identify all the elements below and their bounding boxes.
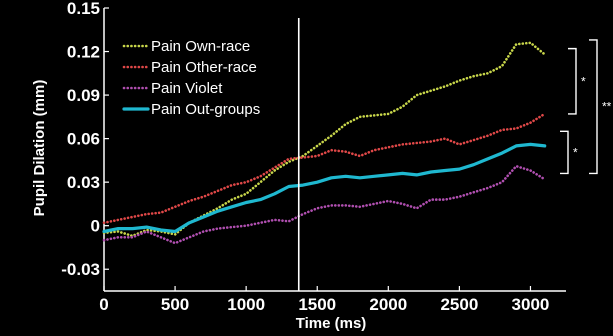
significance-label: ** [602,100,612,114]
y-tick-label: 0.06 [67,130,100,149]
series-line-pain-own-race [102,41,547,238]
legend-label: Pain Other-race [151,59,257,76]
legend-label: Pain Own-race [151,38,250,55]
significance-label: * [581,74,586,88]
y-tick-label: 0.09 [67,86,100,105]
y-ticks: -0.03 0 0.03 0.06 0.09 0.12 0.15 [61,0,109,279]
series-line-pain-out-groups [102,142,547,234]
y-tick-label: 0.12 [67,43,100,62]
x-axis-label: Time (ms) [296,315,367,332]
legend-label: Pain Out-groups [151,101,260,118]
significance-label: * [573,145,578,159]
x-tick-label: 1500 [298,295,336,314]
significance-bracket [589,39,598,175]
series-lines [102,41,547,245]
x-tick-label: 3000 [512,295,550,314]
y-tick-label: -0.03 [61,260,100,279]
y-tick-label: 0.15 [67,0,100,18]
series-line-pain-other-race [102,112,547,225]
x-tick-label: 500 [161,295,189,314]
significance-bracket [568,47,577,115]
y-tick-label: 0 [91,217,100,236]
legend: Pain Own-race Pain Other-race Pain Violet P… [122,38,260,118]
significance-brackets: **** [560,39,612,175]
y-tick-label: 0.03 [67,173,100,192]
y-axis-label: Pupil Dilation (mm) [31,80,48,217]
x-ticks: 0 500 1000 1500 2000 2500 3000 [99,286,549,314]
x-tick-label: 2000 [369,295,407,314]
x-tick-label: 0 [99,295,108,314]
significance-bracket [560,130,569,175]
axes [103,8,566,292]
series-line-pain-violet [102,164,547,245]
x-tick-label: 2500 [440,295,478,314]
legend-label: Pain Violet [151,80,223,97]
x-tick-label: 1000 [227,295,265,314]
